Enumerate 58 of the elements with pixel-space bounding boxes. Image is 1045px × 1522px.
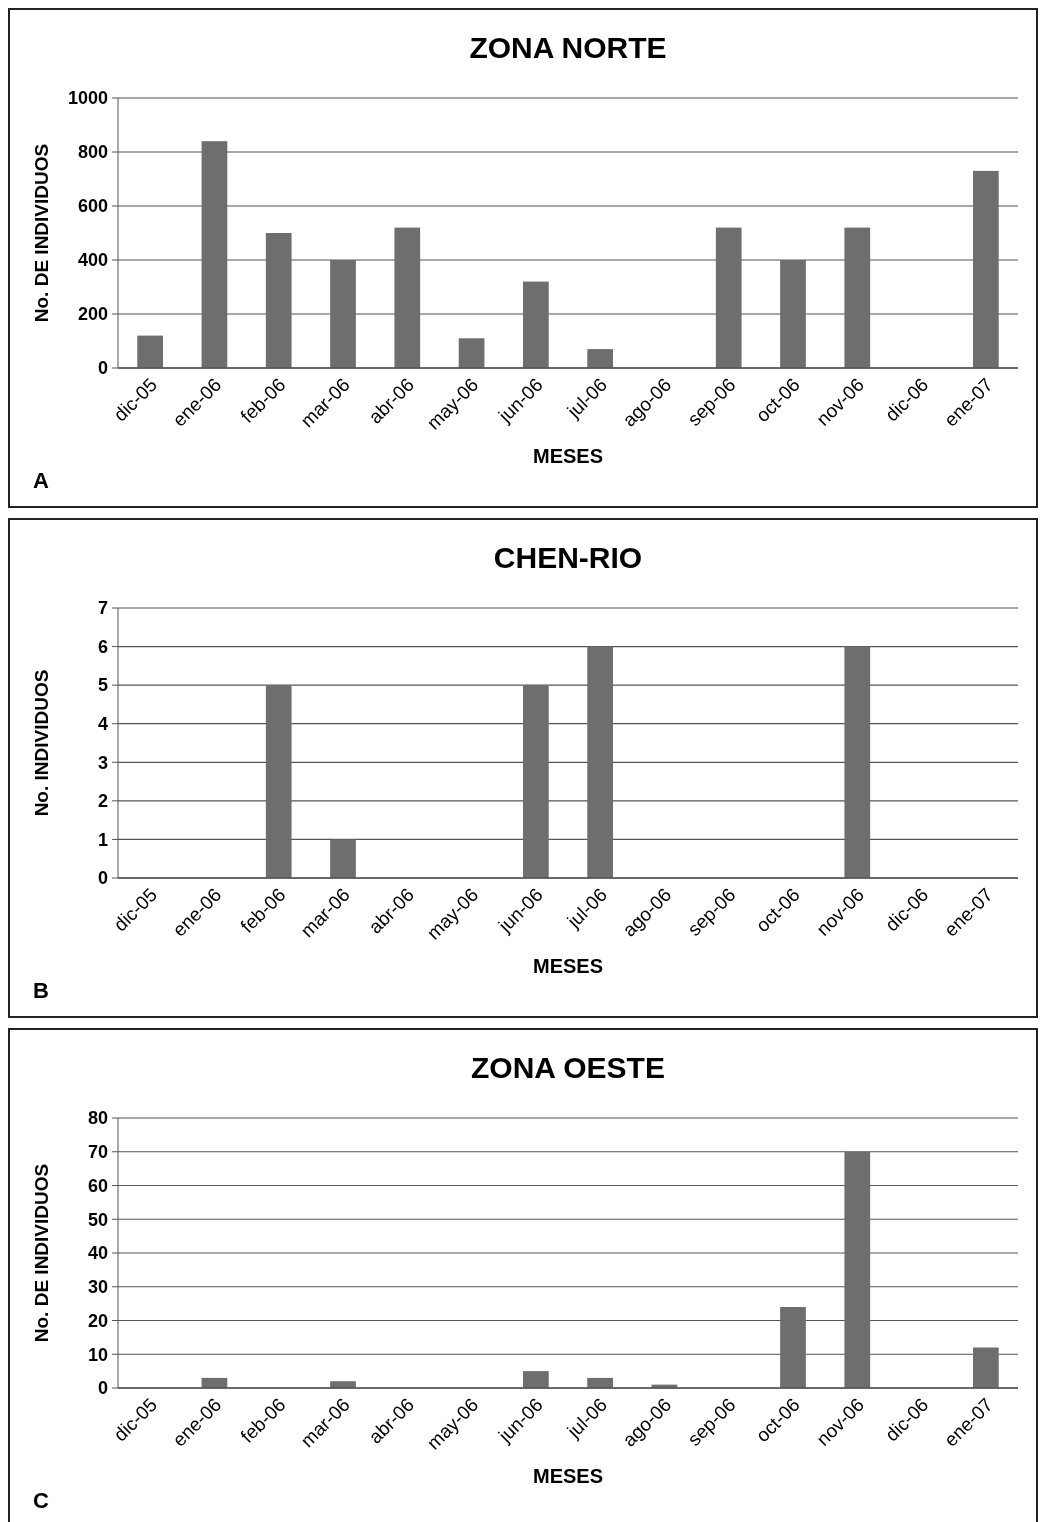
y-tick-label: 6	[97, 636, 108, 657]
bar	[844, 1151, 871, 1388]
y-tick-label: 0	[97, 868, 108, 889]
bar	[265, 685, 292, 878]
bar	[330, 260, 356, 368]
y-tick-label: 1000	[67, 88, 108, 109]
bar	[330, 839, 356, 878]
chart-title: ZONA NORTE	[469, 31, 667, 64]
y-axis-title: No. DE INDIVIDUOS	[31, 143, 52, 323]
y-tick-label: 7	[97, 598, 108, 619]
bar	[587, 646, 613, 878]
y-tick-label: 0	[97, 358, 108, 379]
bar	[587, 1377, 613, 1388]
bar	[458, 338, 485, 368]
bar	[844, 646, 871, 878]
y-tick-label: 3	[97, 752, 108, 773]
bar	[780, 260, 806, 368]
bar	[780, 1307, 806, 1388]
y-tick-label: 600	[77, 196, 108, 217]
bar	[330, 1381, 356, 1388]
y-tick-label: 30	[87, 1277, 108, 1298]
y-axis-title: No. INDIVIDUOS	[31, 669, 52, 817]
x-axis-title: MESES	[532, 445, 604, 467]
bar	[587, 349, 613, 368]
text: C	[33, 1488, 49, 1513]
y-tick-label: 200	[77, 304, 108, 325]
y-tick-label: 70	[87, 1142, 108, 1163]
bar	[973, 170, 999, 368]
bar	[715, 227, 742, 368]
y-tick-label: 4	[97, 714, 108, 735]
bar	[201, 141, 228, 368]
bar	[523, 685, 549, 878]
y-tick-label: 10	[87, 1344, 108, 1365]
bar	[844, 227, 871, 368]
y-tick-label: 2	[97, 791, 108, 812]
chart-title: ZONA OESTE	[471, 1051, 665, 1084]
y-tick-label: 20	[87, 1310, 108, 1331]
y-tick-label: 5	[97, 675, 108, 696]
x-axis-title: MESES	[532, 955, 604, 977]
y-tick-label: 0	[97, 1378, 108, 1399]
y-tick-label: 1	[97, 829, 108, 850]
text: B	[33, 978, 49, 1003]
bar	[523, 281, 549, 368]
bar	[394, 227, 421, 368]
y-tick-label: 50	[87, 1209, 108, 1230]
bar	[523, 1371, 549, 1388]
bar	[137, 335, 163, 368]
y-tick-label: 800	[77, 142, 108, 163]
bar	[973, 1347, 999, 1388]
y-tick-label: 80	[87, 1108, 108, 1129]
text: A	[33, 468, 49, 493]
bar	[265, 233, 292, 368]
y-tick-label: 40	[87, 1243, 108, 1264]
x-axis-title: MESES	[532, 1465, 604, 1487]
y-axis-title: No. DE INDIVIDUOS	[31, 1163, 52, 1343]
chart-title: CHEN-RIO	[493, 541, 643, 574]
y-tick-label: 60	[87, 1175, 108, 1196]
y-tick-label: 400	[77, 250, 108, 271]
